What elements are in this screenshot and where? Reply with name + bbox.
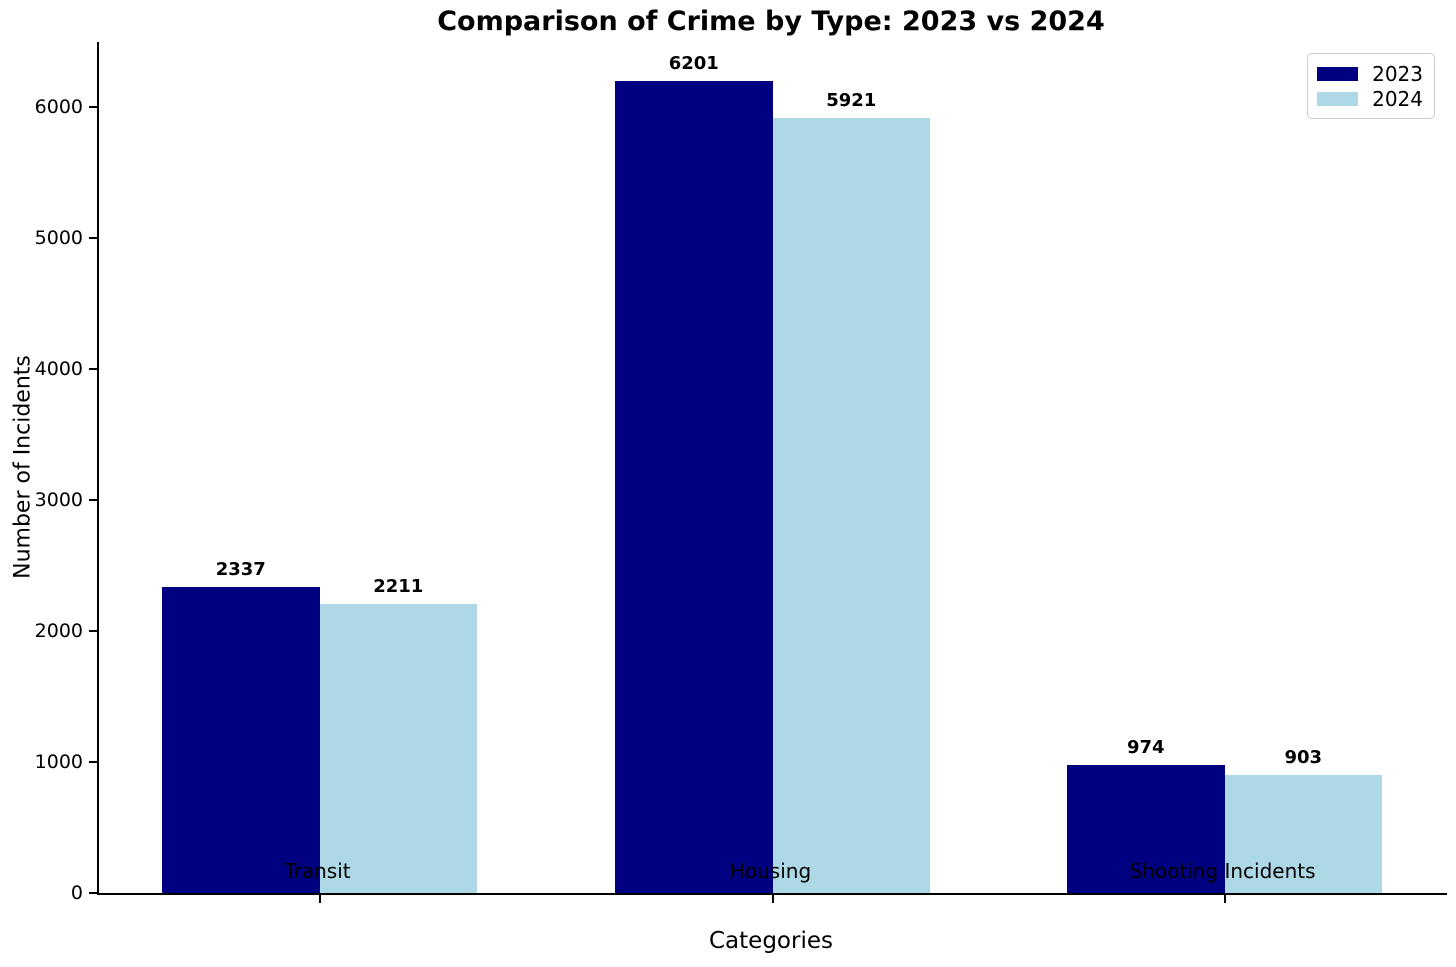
legend-swatch-2024 (1317, 91, 1358, 106)
bar-2024-shooting-incidents (1224, 774, 1382, 893)
chart-title: Comparison of Crime by Type: 2023 vs 202… (437, 6, 1105, 37)
x-tick-label-shooting-incidents: Shooting Incidents (1129, 859, 1316, 883)
legend-label-2023: 2023 (1372, 61, 1423, 86)
y-tick-label: 3000 (34, 489, 83, 512)
bar-value-label-2024-housing: 5921 (826, 89, 877, 111)
x-tick-label-housing: Housing (729, 859, 812, 883)
bar-2024-transit (319, 603, 477, 893)
bar-2023-transit (162, 587, 320, 893)
x-axis-label: Categories (709, 928, 833, 954)
y-tick-label: 5000 (34, 227, 83, 250)
bar-value-label-2024-transit: 2211 (373, 575, 424, 597)
legend-label-2024: 2024 (1372, 86, 1423, 111)
x-tick-label-transit: Transit (284, 859, 351, 883)
y-tick-label: 1000 (34, 751, 83, 774)
legend: 2023 2024 (1307, 53, 1435, 119)
y-axis-label: Number of Incidents (10, 355, 36, 579)
y-tick-mark (89, 237, 97, 240)
bar-value-label-2023-housing: 6201 (668, 53, 719, 75)
y-tick-mark (89, 630, 97, 633)
y-tick-mark (89, 499, 97, 502)
y-tick-mark (89, 106, 97, 109)
y-tick-label: 2000 (34, 620, 83, 643)
y-tick-mark (89, 761, 97, 764)
legend-row-2023: 2023 (1317, 61, 1425, 86)
y-tick-mark (89, 892, 97, 894)
legend-row-2024: 2024 (1317, 86, 1425, 111)
bar-2023-housing (615, 81, 773, 893)
y-tick-mark (89, 368, 97, 371)
bar-value-label-2023-transit: 2337 (215, 559, 266, 581)
bar-value-label-2023-shooting-incidents: 974 (1126, 737, 1165, 759)
y-tick-label: 4000 (34, 358, 83, 381)
bar-2023-shooting-incidents (1067, 765, 1225, 893)
plot-area: 0 1000 2000 3000 4000 5000 6000 2337 6201 974 2211… (35, 42, 1447, 904)
bar-2024-housing (772, 117, 930, 893)
x-tick-mark (771, 895, 774, 903)
y-tick-label: 6000 (34, 96, 83, 119)
y-tick-label: 0 (70, 882, 83, 904)
x-tick-mark (1223, 895, 1226, 903)
bar-value-label-2024-shooting-incidents: 903 (1284, 746, 1323, 768)
legend-swatch-2023 (1317, 66, 1358, 81)
x-tick-mark (318, 895, 321, 903)
